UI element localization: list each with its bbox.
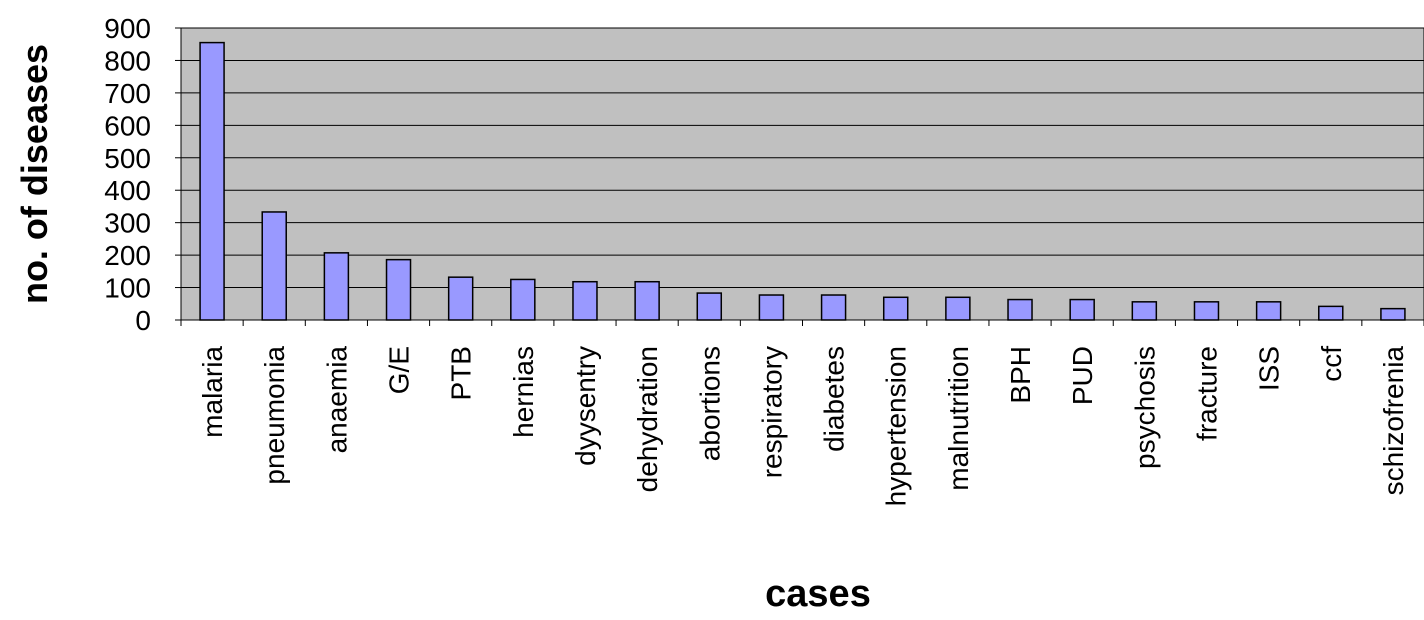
bar-pneumonia [261, 211, 287, 321]
bar-dehydration [634, 280, 660, 321]
x-tick-label: malaria [197, 346, 228, 438]
y-tick-label: 100 [104, 273, 151, 304]
x-tick-label: PTB [446, 346, 477, 400]
bar-pud [1069, 298, 1095, 321]
x-tick-label: anaemia [321, 346, 352, 454]
bar-respiratory [758, 294, 785, 321]
x-tick-label: BPH [1005, 346, 1036, 404]
x-tick-label: malnutrition [943, 346, 974, 491]
y-tick-label: 500 [104, 143, 151, 174]
gridlines [181, 27, 1424, 289]
y-tick-label: 200 [104, 240, 151, 271]
bar-bph [1007, 298, 1033, 321]
x-tick-label: schizofrenia [1378, 346, 1409, 496]
y-tick-label: 800 [104, 45, 151, 76]
axes [175, 27, 1424, 326]
x-tick-label: PUD [1067, 346, 1098, 405]
bar-schizofrenia [1380, 307, 1406, 321]
x-axis-label: cases [765, 573, 871, 615]
x-tick-label: hypertension [881, 346, 912, 506]
x-tick-label: ISS [1254, 346, 1285, 391]
y-tick-label: 600 [104, 110, 151, 141]
bar-abortions [696, 292, 723, 321]
x-tick-label: ccf [1316, 346, 1347, 382]
y-tick-label: 400 [104, 175, 151, 206]
bar-malaria [199, 41, 225, 321]
plot-area [180, 27, 1424, 321]
bar-fracture [1193, 301, 1220, 321]
x-tick-label: psychosis [1129, 346, 1160, 469]
bar-ccf [1318, 305, 1344, 321]
x-tick-labels: malaria pneumonia anaemia G/E PTB hernias dyys… [197, 346, 1409, 507]
y-axis-label: no. of diseases [14, 44, 55, 304]
x-tick-label: G/E [384, 346, 415, 394]
y-tick-label: 300 [104, 208, 151, 239]
x-tick-label: dyysentry [570, 346, 601, 466]
bar-hypertension [882, 296, 909, 321]
x-tick-label: dehydration [632, 346, 663, 492]
bar-malnutrition [945, 296, 971, 321]
bar-diabetes [820, 294, 847, 321]
bar-dyysentry [572, 280, 598, 321]
y-tick-label: 700 [104, 78, 151, 109]
x-tick-label: pneumonia [259, 346, 290, 485]
y-tick-label: 0 [135, 305, 151, 336]
bar-psychosis [1131, 301, 1158, 321]
x-tick-label: diabetes [819, 346, 850, 452]
x-tick-label: respiratory [756, 346, 787, 478]
x-tick-label: abortions [694, 346, 725, 461]
x-tick-label: fracture [1191, 346, 1222, 441]
bar-iss [1255, 301, 1282, 321]
bar-hernias [510, 278, 536, 321]
bar-g-e [385, 258, 412, 321]
bar-ptb [447, 276, 474, 321]
bar-anaemia [323, 252, 350, 321]
bars [199, 41, 1406, 321]
y-tick-label: 900 [104, 13, 151, 44]
x-tick-label: hernias [508, 346, 539, 438]
